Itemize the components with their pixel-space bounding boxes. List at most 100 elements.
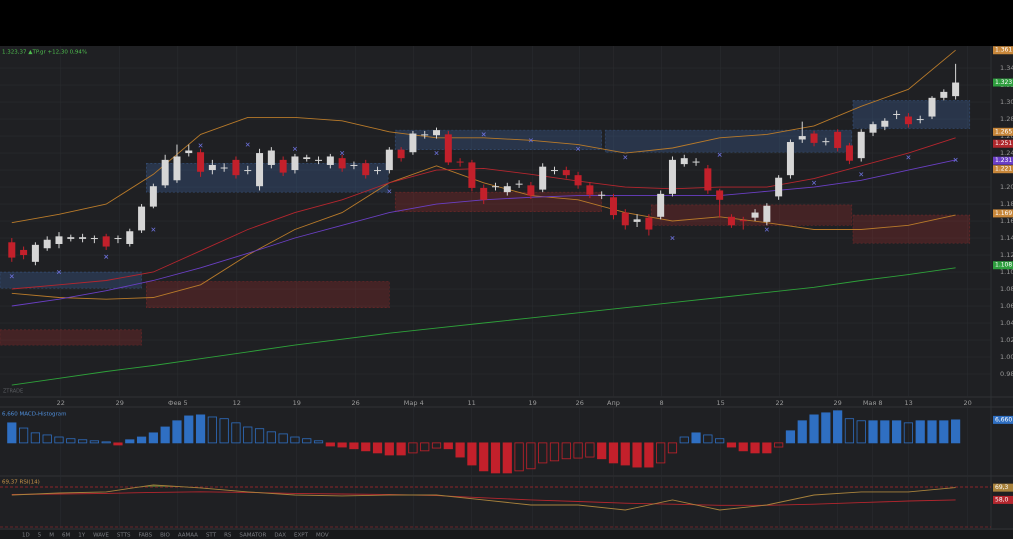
- sar-mark: [9, 274, 14, 279]
- macd-bar: [608, 442, 619, 464]
- macd-bar: [762, 442, 772, 454]
- toolbar-button[interactable]: STTS: [117, 533, 131, 539]
- x-tick-label: Мая 8: [863, 399, 883, 407]
- toolbar-button[interactable]: AAMAA: [178, 533, 198, 539]
- macd-bar: [89, 440, 99, 444]
- sar-mark: [245, 142, 250, 147]
- toolbar-button[interactable]: SAMATOR: [239, 533, 266, 539]
- candle-body: [645, 217, 653, 230]
- toolbar-button[interactable]: MOV: [316, 533, 329, 539]
- x-tick-label: 22: [57, 399, 65, 407]
- candle-body: [20, 249, 28, 256]
- macd-bar: [66, 438, 76, 444]
- toolbar-button[interactable]: 5: [38, 533, 42, 539]
- macd-bar: [833, 410, 843, 444]
- macd-bar: [774, 442, 784, 448]
- rsi-signal-line: [11, 491, 956, 506]
- rsi-title: 69,37 RSI(14): [2, 480, 40, 486]
- sar-mark: [434, 150, 439, 156]
- candle-body: [763, 205, 771, 222]
- y-tick-label: 1.24: [1000, 149, 1013, 157]
- sar-mark: [953, 157, 958, 162]
- macd-bar: [892, 420, 902, 444]
- x-tick-label: 19: [293, 399, 301, 407]
- macd-bar: [219, 418, 229, 444]
- macd-bar: [856, 420, 866, 444]
- toolbar-button[interactable]: EXPT: [294, 533, 309, 539]
- macd-bar: [726, 442, 737, 448]
- macd-bar: [821, 412, 831, 444]
- candle-body: [928, 97, 936, 117]
- candle-body: [798, 136, 806, 140]
- sar-mark: [481, 132, 486, 137]
- toolbar-button[interactable]: DAX: [274, 533, 286, 539]
- toolbar-button[interactable]: FABS: [139, 533, 153, 539]
- candle-body: [492, 186, 499, 188]
- candle-body: [114, 238, 122, 240]
- sar-mark: [340, 150, 345, 156]
- macd-bar: [844, 418, 855, 444]
- toolbar-button[interactable]: 1D: [22, 533, 30, 539]
- macd-bar: [679, 436, 689, 444]
- macd-tag-label: 6,660: [995, 416, 1012, 423]
- toolbar-button[interactable]: BIO: [160, 533, 170, 539]
- candle-body: [326, 156, 334, 165]
- sar-mark: [906, 155, 911, 160]
- candle-body: [680, 158, 688, 165]
- macd-bar: [597, 442, 607, 460]
- x-tick-label: 19: [529, 399, 537, 407]
- candle-body: [55, 236, 63, 244]
- macd-bar: [42, 434, 52, 444]
- price-zone: [394, 191, 602, 213]
- y-tick-label: 1.06: [1000, 302, 1013, 310]
- toolbar-button[interactable]: M: [49, 533, 54, 539]
- candle-body: [173, 156, 181, 181]
- toolbar-button[interactable]: STT: [206, 533, 217, 539]
- x-tick-label: Фев 5: [168, 399, 188, 407]
- candle-body: [881, 120, 889, 127]
- overlay-line: [11, 267, 956, 386]
- toolbar-button[interactable]: 6M: [62, 533, 70, 539]
- candle-body: [621, 212, 629, 226]
- macd-bar: [266, 431, 276, 444]
- y-tick-label: 1.34: [1000, 64, 1013, 72]
- x-tick-label: 13: [905, 399, 913, 407]
- macd-bar: [313, 440, 324, 444]
- price-zone: [650, 204, 853, 226]
- macd-bar: [915, 420, 925, 444]
- sar-mark: [717, 152, 722, 157]
- macd-bar: [573, 442, 583, 459]
- candle-body: [397, 149, 405, 159]
- macd-bar: [490, 442, 501, 474]
- rsi-line: [11, 484, 956, 511]
- toolbar-button[interactable]: 1Y: [78, 533, 85, 539]
- toolbar-button[interactable]: WAVE: [93, 533, 109, 539]
- macd-bar: [278, 433, 288, 444]
- y-tick-label: 1.04: [1000, 319, 1013, 327]
- price-zone: [394, 129, 602, 150]
- candle-body: [102, 236, 110, 247]
- price-zone: [0, 271, 142, 289]
- candle-body: [374, 170, 382, 172]
- macd-bar: [868, 420, 878, 444]
- price-zone: [0, 329, 142, 346]
- candle-body: [244, 170, 252, 172]
- macd-bar: [195, 414, 206, 444]
- macd-bar: [30, 432, 40, 444]
- top-bar: [0, 0, 1013, 46]
- toolbar-button[interactable]: RS: [224, 533, 232, 539]
- sar-mark: [859, 172, 864, 177]
- macd-bar: [302, 438, 312, 444]
- candle-body: [480, 187, 488, 200]
- macd-bar: [455, 442, 465, 458]
- candle-body: [515, 183, 523, 185]
- macd-bar: [927, 420, 937, 444]
- candle-body: [126, 231, 134, 244]
- candle-body: [586, 185, 594, 195]
- macd-bar: [384, 442, 394, 456]
- sar-mark: [387, 189, 392, 194]
- candle-body: [421, 134, 429, 136]
- candle-body: [433, 130, 441, 136]
- candle-body: [668, 159, 676, 194]
